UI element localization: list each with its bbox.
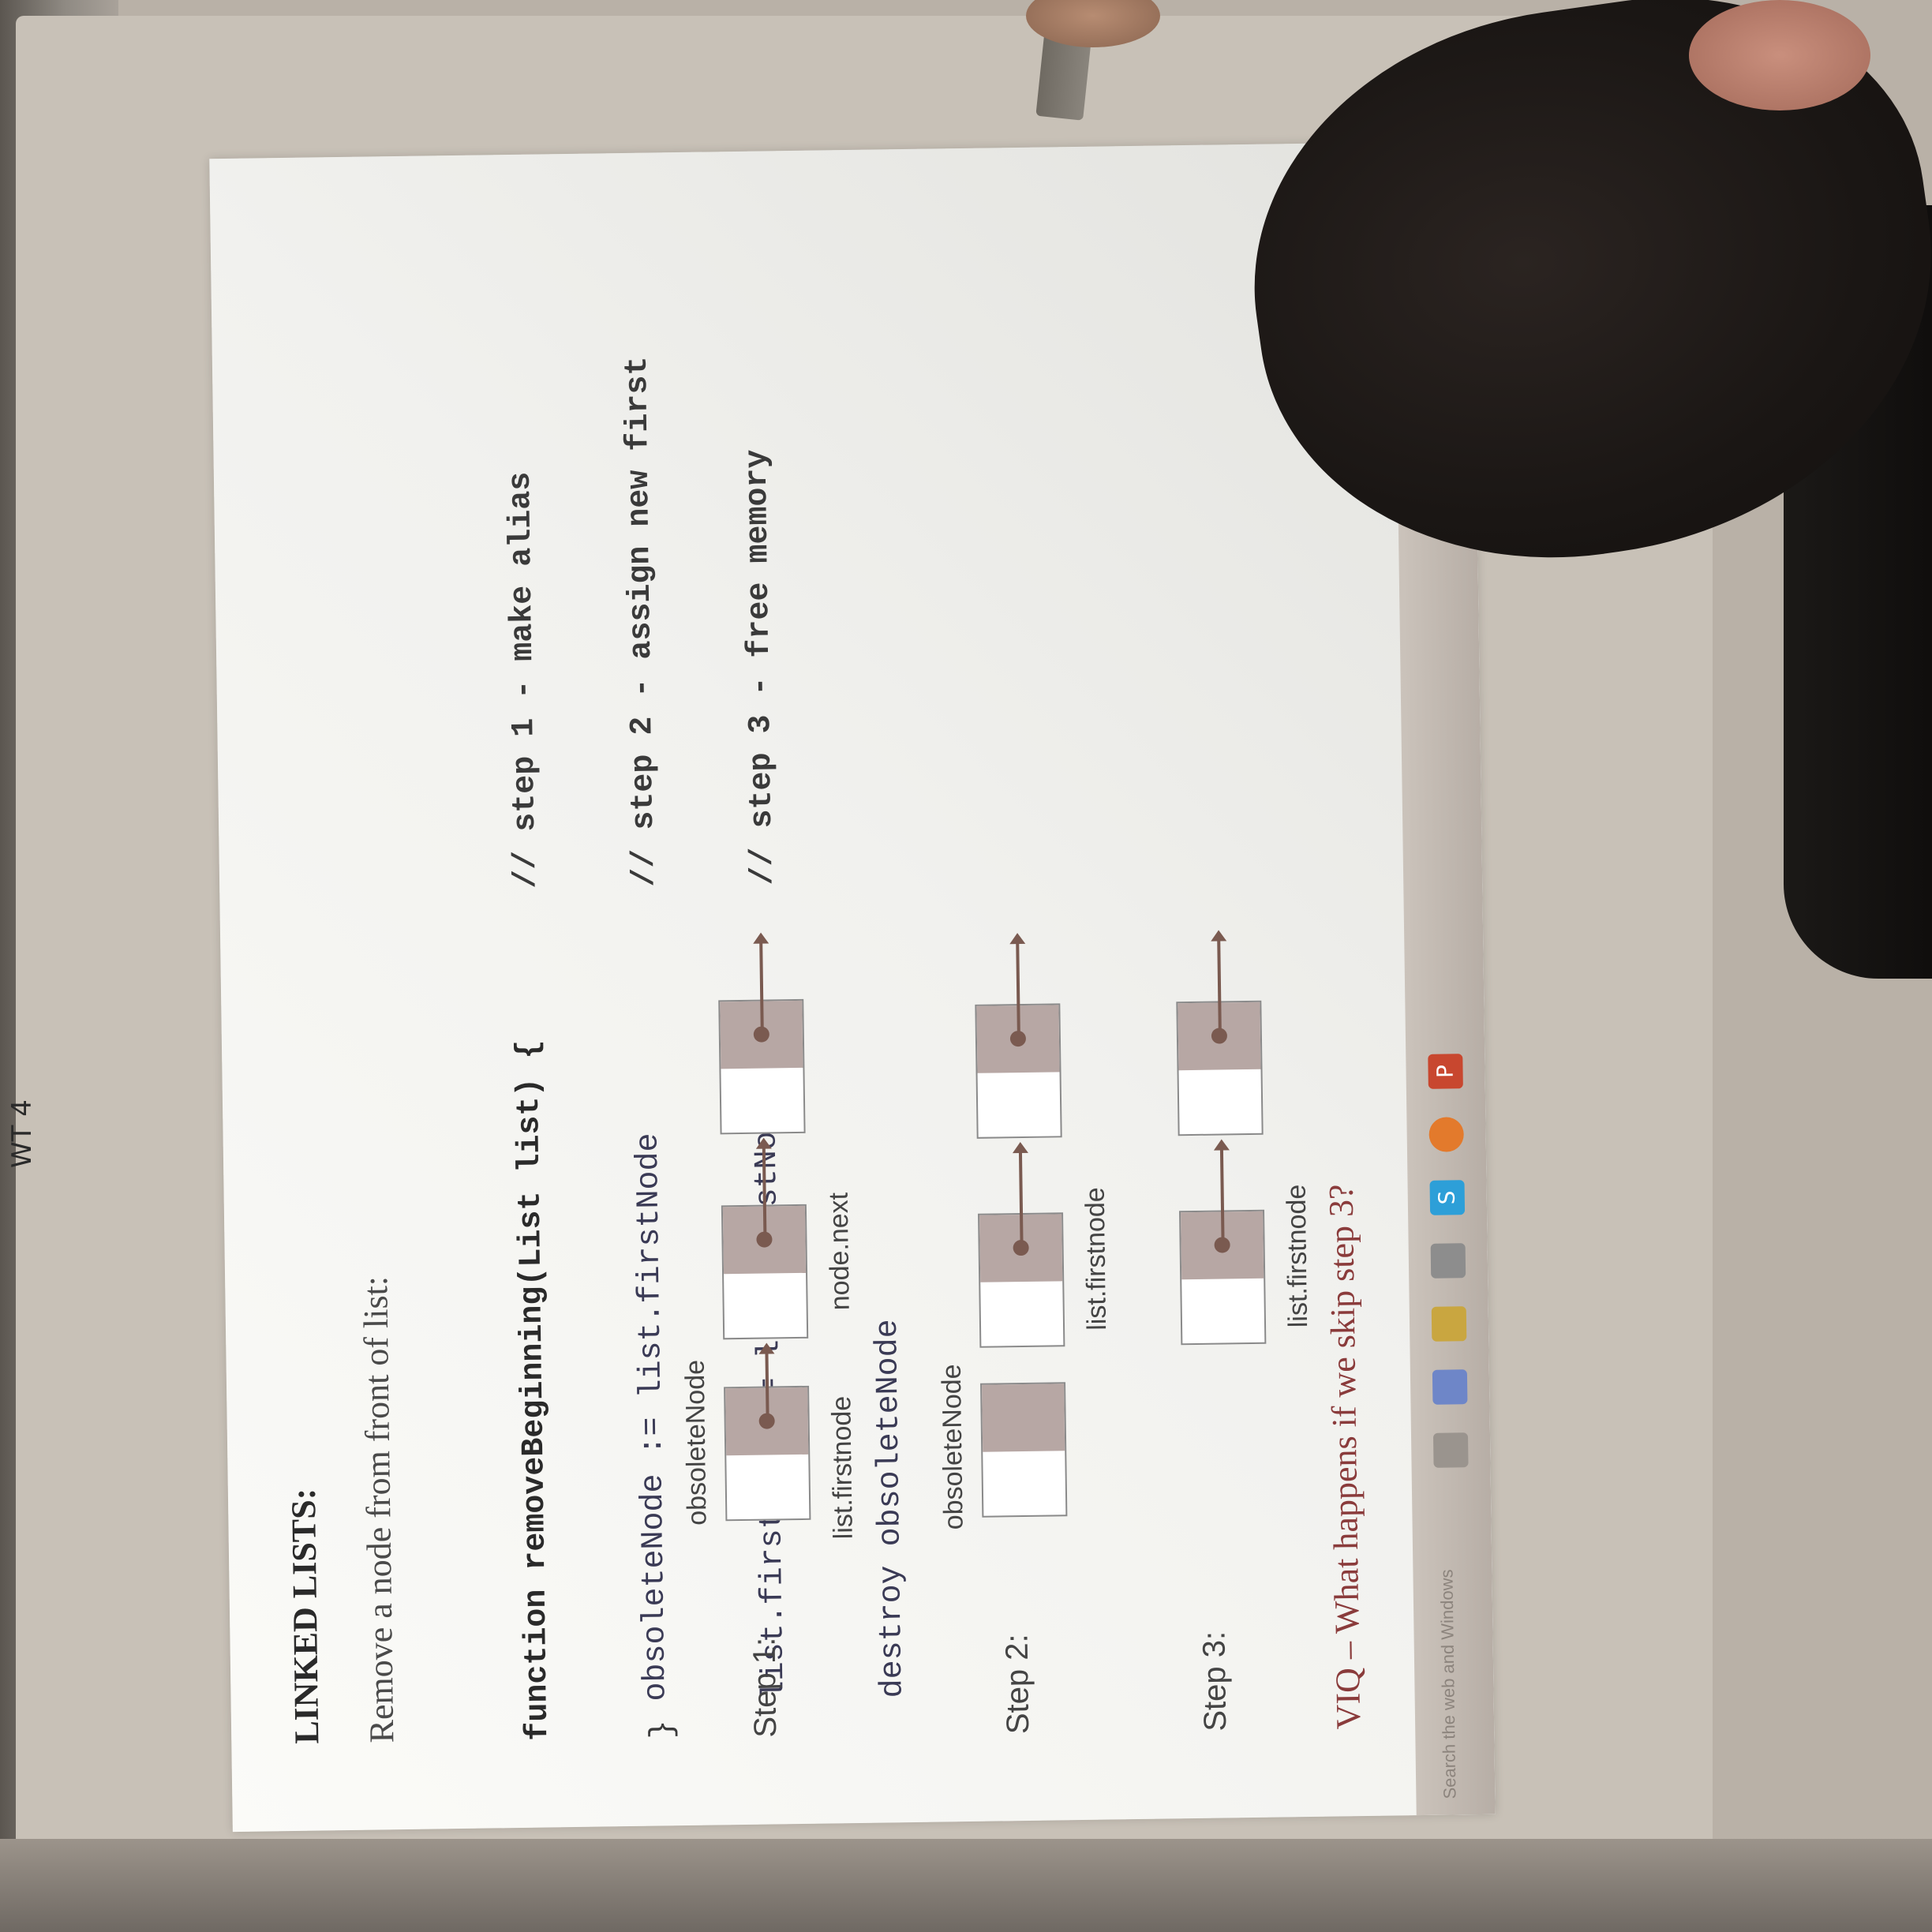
first-node-label: list.firstnode — [1281, 1184, 1314, 1328]
comment-line: // step 1 - make alias — [503, 471, 545, 889]
code-block: function removeBeginning(List list) { ob… — [430, 996, 993, 1743]
taskbar-search-box[interactable]: Search the web and Windows — [1436, 1569, 1460, 1799]
step-3-label: Step 3: — [1196, 1631, 1234, 1732]
edge-icon[interactable] — [1432, 1369, 1468, 1405]
code-close-brace: } — [645, 1720, 682, 1739]
comment-line: // step 3 - free memory — [739, 449, 782, 886]
viq-question: VIQ – What happens if we skip step 3? — [1321, 1184, 1368, 1730]
obsolete-node — [980, 1382, 1068, 1518]
powerpoint-icon[interactable]: P — [1428, 1054, 1463, 1089]
next-pointer-arrow — [1018, 1150, 1024, 1241]
slide-subtitle: Remove a node from front of list: — [356, 1275, 402, 1743]
task-view-icon[interactable] — [1432, 1432, 1469, 1468]
step-1-label: Step 1: — [747, 1637, 784, 1738]
first-node-label: list.firstnode — [826, 1395, 859, 1540]
handwritten-note: WT 4 — [6, 1099, 38, 1168]
next-pointer-arrow — [1217, 938, 1222, 1029]
file-explorer-icon[interactable] — [1431, 1306, 1467, 1342]
code-line: destroy obsoleteNode — [870, 1318, 912, 1736]
first-node-label: list.firstnode — [1080, 1187, 1113, 1331]
code-line: function removeBeginning(List list) { — [511, 1039, 557, 1741]
code-line: obsoleteNode := list.firstNode — [631, 1133, 676, 1739]
next-pointer-arrow — [1219, 1147, 1225, 1238]
person-ear — [1689, 0, 1870, 110]
firefox-icon[interactable] — [1428, 1117, 1464, 1152]
code-comments: // step 1 - make alias // step 2 - assig… — [421, 354, 863, 890]
obsolete-node-label: obsoleteNode — [680, 1359, 713, 1526]
store-icon[interactable] — [1430, 1243, 1466, 1279]
skype-icon[interactable]: S — [1429, 1180, 1466, 1215]
comment-line: // step 2 - assign new first — [620, 356, 664, 887]
next-pointer-arrow — [759, 940, 764, 1028]
slide-title: LINKED LISTS: — [283, 1488, 327, 1745]
step-2-label: Step 2: — [999, 1634, 1036, 1735]
next-node-label: node.next — [823, 1192, 856, 1311]
obsolete-node-label: obsoleteNode — [936, 1364, 969, 1530]
next-pointer-arrow — [1016, 941, 1020, 1032]
room-floor — [0, 1839, 1932, 1932]
